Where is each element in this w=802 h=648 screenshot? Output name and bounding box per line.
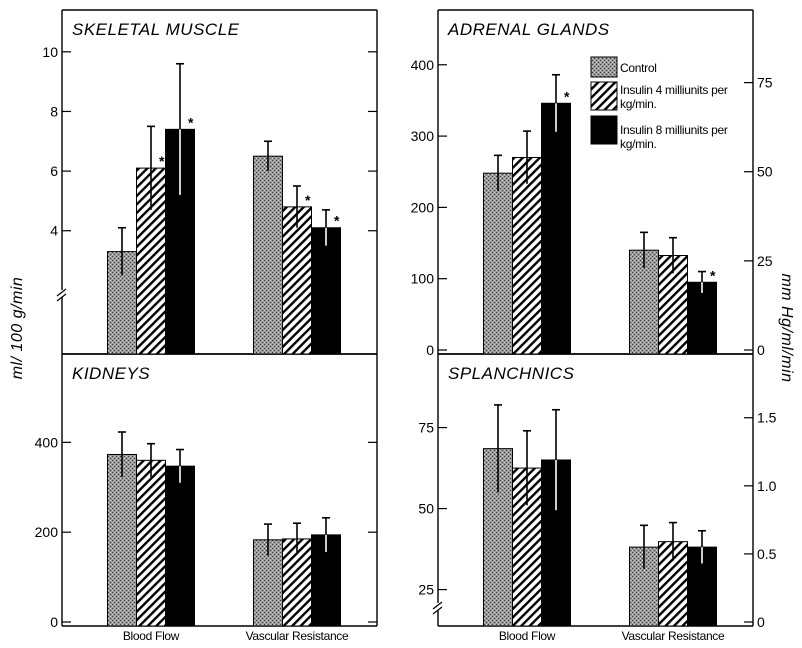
legend-label-insulin-8-line2: kg/min. (620, 137, 657, 151)
y-tick-label-left-adrenal-glands: 300 (411, 128, 435, 144)
bar-skeletal-muscle-vascular-resistance-insulin-4 (282, 206, 312, 355)
y-tick-label-left-kidneys: 0 (50, 614, 58, 630)
bar-kidneys-blood-flow-insulin-4 (136, 459, 166, 627)
y-tick-label-left-adrenal-glands: 0 (426, 342, 434, 358)
axis-break-mark-splanchnics (432, 606, 443, 615)
legend-swatch-insulin-4 (590, 81, 618, 111)
significance-star-bar-adrenal-glands-blood-flow-insulin-8: * (564, 88, 570, 104)
bar-skeletal-muscle-vascular-resistance-control (253, 155, 283, 355)
axis-break-gap-splanchnics (432, 603, 444, 610)
y-tick-label-right-adrenal-glands: 0 (757, 342, 765, 358)
y-axis-label-right: mm Hg/ml/min (778, 273, 795, 382)
panel-splanchnics: SPLANCHNICS 25 50 75 0 0.5 1.0 1.5 (418, 364, 776, 630)
panel-title-splanchnics: SPLANCHNICS (448, 364, 575, 383)
y-tick-label-left-skeletal-muscle: 6 (50, 163, 58, 179)
y-tick-label-left-splanchnics: 75 (418, 420, 434, 436)
y-tick-label-right-splanchnics: 1.0 (757, 478, 777, 494)
bar-kidneys-blood-flow-control (107, 453, 137, 627)
panel-title-adrenal-glands: ADRENAL GLANDS (447, 20, 610, 39)
significance-star-bar-skeletal-muscle-blood-flow-insulin-4: * (159, 153, 165, 169)
panel-skeletal-muscle: SKELETAL MUSCLE 4 6 8 10 * * * * (42, 20, 377, 355)
y-tick-label-left-splanchnics: 50 (418, 501, 434, 517)
category-label-blood-flow-left: Blood Flow (123, 629, 180, 643)
bar-adrenal-glands-blood-flow-insulin-4 (512, 156, 542, 355)
significance-star-bar-skeletal-muscle-vascular-resistance-insulin-8: * (334, 213, 340, 229)
bar-adrenal-glands-vascular-resistance-insulin-8 (687, 281, 717, 355)
legend-label-insulin-8-line1: Insulin 8 milliunits per (620, 123, 728, 137)
y-tick-label-left-adrenal-glands: 200 (411, 199, 435, 215)
y-tick-label-left-skeletal-muscle: 8 (50, 103, 58, 119)
bar-kidneys-blood-flow-insulin-8 (165, 465, 195, 627)
y-tick-label-left-kidneys: 200 (35, 524, 59, 540)
legend-swatch-control (590, 56, 618, 78)
bar-adrenal-glands-blood-flow-insulin-8 (541, 102, 571, 355)
y-tick-label-left-skeletal-muscle: 4 (50, 223, 58, 239)
legend: Control Insulin 4 milliunits per kg/min.… (590, 56, 728, 151)
panel-title-kidneys: KIDNEYS (72, 364, 150, 383)
panel-title-skeletal-muscle: SKELETAL MUSCLE (72, 20, 240, 39)
significance-star-bar-skeletal-muscle-vascular-resistance-insulin-4: * (305, 192, 311, 208)
axis-break-mark-splanchnics (432, 601, 443, 610)
axis-break-mark-skeletal-muscle (56, 288, 67, 297)
significance-star-bar-adrenal-glands-vascular-resistance-insulin-8: * (710, 267, 716, 283)
bar-skeletal-muscle-vascular-resistance-insulin-8 (311, 227, 341, 355)
category-label-blood-flow-right: Blood Flow (499, 629, 556, 643)
y-tick-label-left-adrenal-glands: 400 (411, 57, 435, 73)
axis-break-gap-skeletal-muscle (56, 290, 68, 297)
y-axis-label-left: ml/ 100 g/min (9, 277, 26, 380)
panel-kidneys: KIDNEYS 0 200 400 (35, 364, 377, 630)
y-tick-label-left-adrenal-glands: 100 (411, 271, 435, 287)
y-tick-label-left-splanchnics: 25 (418, 582, 434, 598)
y-tick-label-right-adrenal-glands: 50 (757, 164, 773, 180)
legend-label-insulin-4-line2: kg/min. (620, 97, 657, 111)
y-tick-label-left-skeletal-muscle: 10 (42, 44, 58, 60)
axis-break-mark-skeletal-muscle (56, 293, 67, 302)
y-tick-label-right-adrenal-glands: 25 (757, 253, 773, 269)
bar-adrenal-glands-blood-flow-control (483, 172, 513, 355)
y-tick-label-right-adrenal-glands: 75 (757, 75, 773, 91)
legend-label-control: Control (620, 61, 657, 75)
y-tick-label-right-splanchnics: 1.5 (757, 410, 777, 426)
panel-adrenal-glands: ADRENAL GLANDS 0 100 200 300 400 0 25 50 75 * * (411, 20, 773, 358)
significance-star-bar-skeletal-muscle-blood-flow-insulin-8: * (188, 114, 194, 130)
legend-label-insulin-4-line1: Insulin 4 milliunits per (620, 83, 728, 97)
y-tick-label-left-kidneys: 400 (35, 434, 59, 450)
legend-swatch-insulin-8 (590, 115, 618, 145)
y-tick-label-right-splanchnics: 0 (757, 614, 765, 630)
category-label-vascular-resistance-right: Vascular Resistance (622, 629, 725, 643)
category-label-vascular-resistance-left: Vascular Resistance (246, 629, 349, 643)
y-tick-label-right-splanchnics: 0.5 (757, 546, 777, 562)
